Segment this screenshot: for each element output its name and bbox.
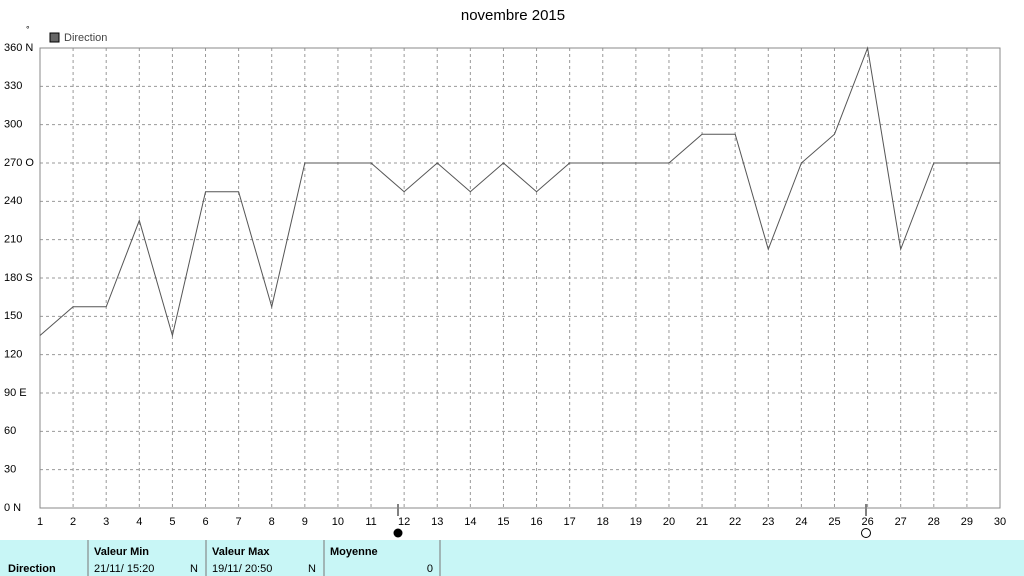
y-tick-label: 150	[4, 310, 22, 322]
x-tick-label: 7	[236, 516, 242, 528]
y-tick-label: 210	[4, 234, 22, 246]
cell-dir: N	[190, 563, 198, 575]
row-label: Direction	[8, 563, 56, 575]
x-tick-label: 18	[597, 516, 609, 528]
cell-date: 21/11/ 15:20	[94, 563, 154, 575]
x-tick-label: 27	[895, 516, 907, 528]
y-tick-label: 360 N	[4, 42, 33, 54]
y-tick-label: 300	[4, 119, 22, 131]
legend-label: Direction	[64, 32, 107, 44]
y-tick-label: 60	[4, 425, 16, 437]
x-tick-label: 4	[136, 516, 142, 528]
x-tick-label: 28	[928, 516, 940, 528]
data-line	[39, 46, 1000, 338]
y-tick-label: 30	[4, 464, 16, 476]
x-tick-label: 26	[861, 516, 873, 528]
x-tick-label: 17	[564, 516, 576, 528]
x-tick-label: 24	[795, 516, 807, 528]
col-header: Valeur Min	[94, 546, 149, 558]
y-tick-label: 0 N	[4, 502, 21, 514]
x-tick-label: 19	[630, 516, 642, 528]
full-moon	[393, 528, 403, 538]
x-tick-label: 21	[696, 516, 708, 528]
new-moon	[861, 528, 871, 538]
x-tick-label: 5	[169, 516, 175, 528]
summary-table: Direction Valeur Min 21/11/ 15:20 N Vale…	[0, 540, 1024, 576]
y-unit: °	[26, 24, 30, 34]
y-tick-label: 180 S	[4, 272, 33, 284]
cell-date: 19/11/ 20:50	[212, 563, 272, 575]
x-tick-label: 9	[302, 516, 308, 528]
x-tick-label: 30	[994, 516, 1006, 528]
x-tick-label: 11	[365, 516, 376, 528]
x-tick-label: 6	[202, 516, 208, 528]
y-tick-label: 330	[4, 80, 22, 92]
x-tick-label: 13	[431, 516, 443, 528]
x-tick-label: 14	[464, 516, 476, 528]
x-tick-label: 22	[729, 516, 741, 528]
cell-value: 0	[427, 563, 433, 575]
x-tick-label: 20	[663, 516, 675, 528]
cell-dir: N	[308, 563, 316, 575]
plot-border	[39, 47, 1001, 509]
x-tick-label: 8	[269, 516, 275, 528]
x-tick-label: 16	[530, 516, 542, 528]
x-tick-label: 1	[37, 516, 43, 528]
col-header: Moyenne	[330, 546, 378, 558]
x-tick-label: 15	[497, 516, 509, 528]
y-tick-label: 90 E	[4, 387, 27, 399]
table-bg	[0, 540, 1024, 576]
x-tick-label: 29	[961, 516, 973, 528]
x-tick-label: 2	[70, 516, 76, 528]
x-tick-label: 10	[332, 516, 344, 528]
x-tick-label: 25	[828, 516, 840, 528]
y-tick-label: 120	[4, 349, 22, 361]
x-tick-label: 3	[103, 516, 109, 528]
x-tick-label: 23	[762, 516, 774, 528]
legend-swatch	[49, 32, 60, 43]
col-header: Valeur Max	[212, 546, 270, 558]
y-tick-label: 270 O	[4, 157, 34, 169]
x-tick-label: 12	[398, 516, 410, 528]
chart-title: novembre 2015	[461, 7, 565, 24]
y-tick-label: 240	[4, 195, 22, 207]
